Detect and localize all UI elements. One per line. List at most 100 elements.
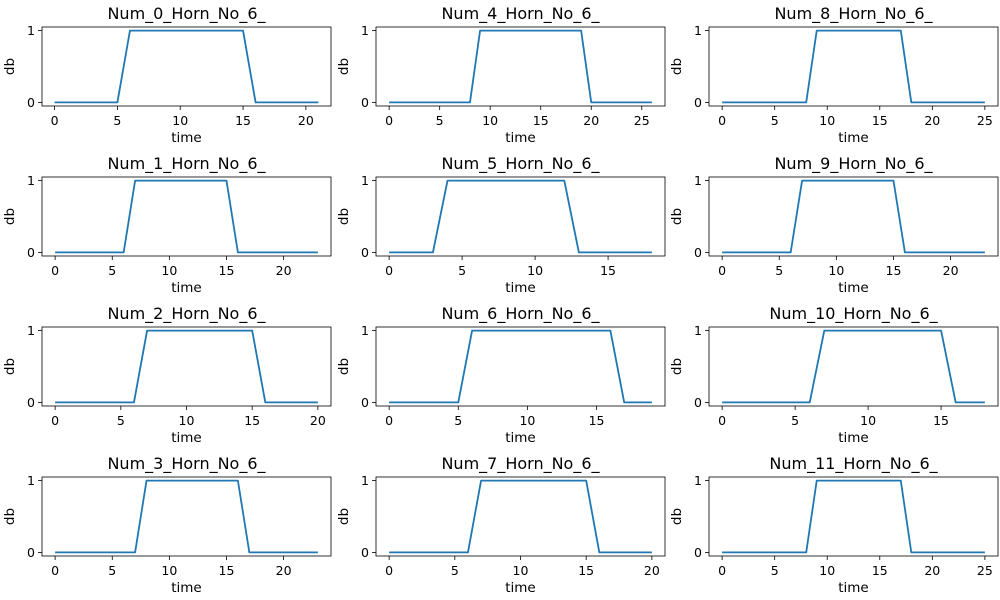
- data-point: [441, 552, 443, 554]
- data-point: [609, 330, 611, 332]
- x-tick-label: 20: [924, 113, 940, 128]
- data-point: [622, 252, 624, 254]
- x-tick-label: 15: [589, 413, 605, 428]
- x-tick-label: 5: [771, 563, 779, 578]
- x-tick-label: 20: [924, 563, 940, 578]
- axes-frame: [375, 26, 666, 107]
- data-point: [306, 252, 308, 254]
- series-line: [389, 29, 652, 104]
- axes-frame: [708, 476, 999, 557]
- series-line: [389, 329, 652, 404]
- data-point: [867, 330, 869, 332]
- data-point: [388, 552, 390, 554]
- data-point: [306, 552, 308, 554]
- data-point: [439, 102, 441, 104]
- data-point: [847, 30, 849, 32]
- data-point: [280, 102, 282, 104]
- y-tick-label: 0: [694, 545, 702, 560]
- y-axis-label: db: [336, 358, 352, 375]
- axes-frame: [41, 26, 332, 107]
- data-point: [146, 330, 148, 332]
- x-tick-label: 5: [108, 563, 116, 578]
- data-point: [809, 402, 811, 404]
- data-point: [837, 30, 839, 32]
- data-point: [444, 402, 446, 404]
- data-point: [607, 252, 609, 254]
- data-point: [493, 480, 495, 482]
- data-point: [179, 30, 181, 32]
- x-tick-label: 20: [583, 113, 599, 128]
- data-point: [294, 252, 296, 254]
- data-point: [580, 30, 582, 32]
- data-point: [896, 330, 898, 332]
- data-point: [593, 252, 595, 254]
- data-point: [784, 552, 786, 554]
- data-point: [651, 102, 653, 104]
- x-tick-label: 0: [51, 263, 59, 278]
- data-point: [251, 330, 253, 332]
- data-point: [467, 552, 469, 554]
- data-point: [879, 30, 881, 32]
- data-point: [506, 480, 508, 482]
- series-line: [722, 479, 985, 554]
- data-point: [237, 252, 239, 254]
- x-tick-label: 10: [819, 113, 835, 128]
- data-point: [459, 102, 461, 104]
- data-point: [823, 330, 825, 332]
- data-point: [242, 30, 244, 32]
- axes-frame: [708, 176, 999, 257]
- data-point: [264, 402, 266, 404]
- x-tick-label: 10: [527, 263, 543, 278]
- data-point: [911, 330, 913, 332]
- data-point: [226, 480, 228, 482]
- y-tick-label: 1: [27, 323, 35, 338]
- data-point: [927, 252, 929, 254]
- data-point: [651, 252, 653, 254]
- data-point: [563, 180, 565, 182]
- x-tick-label: 15: [933, 413, 949, 428]
- y-axis-label: db: [669, 208, 685, 225]
- data-point: [753, 102, 755, 104]
- data-point: [204, 30, 206, 32]
- data-point: [67, 402, 69, 404]
- data-point: [168, 480, 170, 482]
- series-line: [389, 479, 652, 554]
- data-point: [742, 552, 744, 554]
- y-tick-label: 1: [694, 173, 702, 188]
- y-axis-label: db: [2, 508, 18, 525]
- data-point: [447, 180, 449, 182]
- data-point: [157, 180, 159, 182]
- subplot-title: Num_2_Horn_No_6_: [107, 304, 266, 324]
- data-point: [146, 480, 148, 482]
- data-point: [430, 402, 432, 404]
- data-point: [559, 480, 561, 482]
- y-tick-label: 1: [361, 473, 369, 488]
- data-point: [637, 402, 639, 404]
- x-axis-label: time: [171, 430, 202, 446]
- data-point: [784, 102, 786, 104]
- series-line: [55, 179, 318, 254]
- x-tick-label: 10: [860, 413, 876, 428]
- subplot-title: Num_1_Horn_No_6_: [107, 154, 266, 174]
- data-point: [449, 102, 451, 104]
- data-point: [952, 102, 954, 104]
- data-point: [116, 102, 118, 104]
- data-point: [805, 102, 807, 104]
- data-point: [801, 180, 803, 182]
- x-tick-label: 5: [458, 263, 466, 278]
- x-axis-label: time: [505, 280, 536, 296]
- data-point: [203, 480, 205, 482]
- data-point: [621, 102, 623, 104]
- data-point: [520, 180, 522, 182]
- x-tick-label: 20: [310, 413, 326, 428]
- data-point: [509, 30, 511, 32]
- subplot-title: Num_3_Horn_No_6_: [107, 454, 266, 474]
- data-point: [214, 480, 216, 482]
- x-tick-label: 10: [482, 113, 498, 128]
- x-tick-label: 10: [172, 113, 188, 128]
- x-tick-label: 25: [634, 113, 650, 128]
- data-point: [795, 102, 797, 104]
- data-point: [826, 480, 828, 482]
- data-point: [476, 180, 478, 182]
- x-tick-label: 5: [454, 413, 462, 428]
